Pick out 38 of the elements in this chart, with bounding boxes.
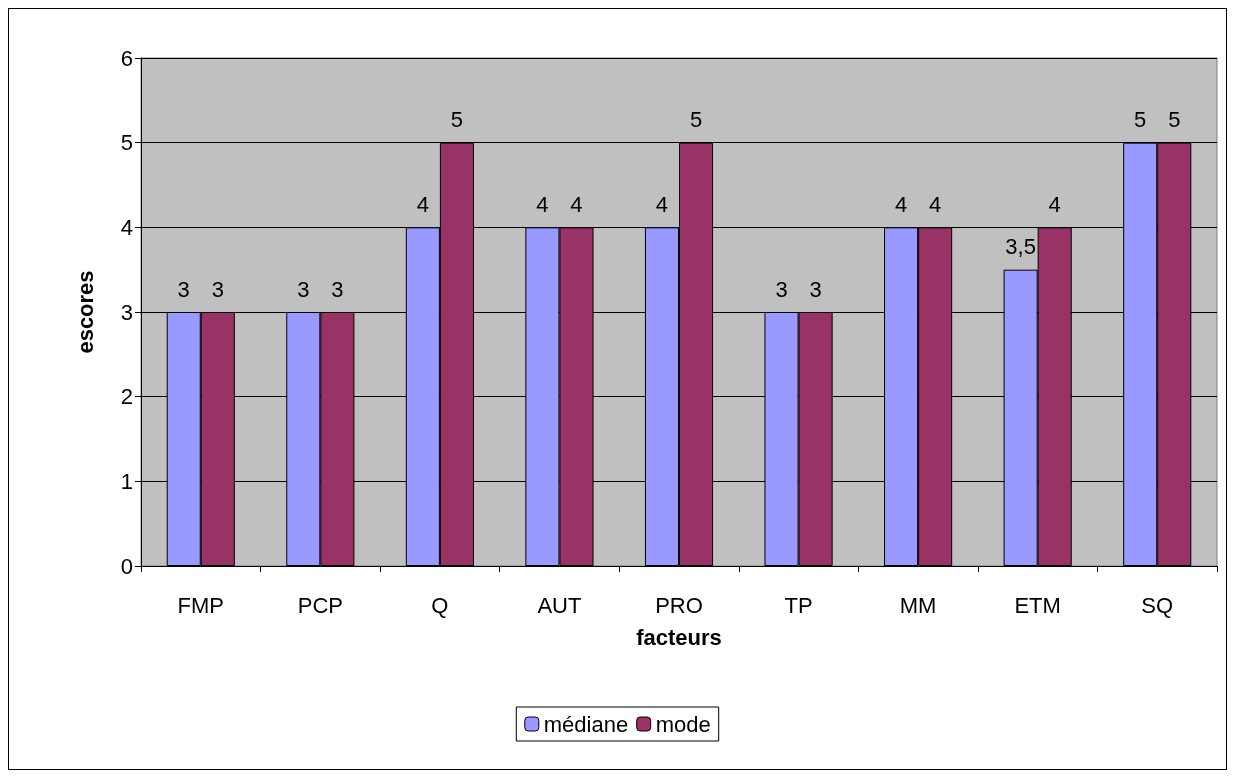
data-label: 3,5: [1005, 234, 1036, 260]
data-label: 4: [894, 191, 908, 217]
data-label: 3: [211, 276, 224, 302]
x-axis-title: facteurs: [636, 624, 722, 650]
y-tick-label: 2: [120, 384, 133, 410]
data-label: 4: [655, 191, 669, 217]
y-tick-label: 1: [120, 468, 133, 494]
legend-label: mode: [655, 711, 711, 737]
y-tick-label: 0: [120, 553, 133, 579]
x-tick-label: PRO: [655, 592, 703, 618]
y-tick-label: 5: [120, 130, 133, 156]
data-label: 3: [297, 276, 310, 302]
y-tick-label: 3: [120, 299, 133, 325]
data-label: 5: [450, 107, 464, 133]
data-label: 4: [1048, 191, 1061, 217]
data-label: 4: [570, 191, 583, 217]
y-tick-label: 4: [120, 214, 133, 240]
x-tick-label: ETM: [1014, 592, 1061, 618]
x-tick-label: SQ: [1141, 592, 1174, 618]
x-tick-label: MM: [899, 592, 937, 618]
data-label: 4: [929, 191, 942, 217]
y-axis-title: escores: [72, 270, 98, 354]
data-label: 3: [809, 276, 822, 302]
x-tick-label: AUT: [537, 592, 582, 618]
x-tick-label: PCP: [297, 592, 343, 618]
x-tick-label: Q: [431, 592, 449, 618]
y-tick-label: 6: [120, 45, 133, 71]
data-label: 5: [1134, 107, 1147, 133]
data-label: 3: [177, 276, 190, 302]
data-label: 4: [536, 191, 549, 217]
data-label: 3: [775, 276, 788, 302]
legend-label: médiane: [543, 711, 629, 737]
data-label: 5: [1168, 107, 1181, 133]
data-label: 5: [689, 107, 703, 133]
data-label: 3: [331, 276, 344, 302]
x-tick-label: FMP: [177, 592, 224, 618]
x-tick-label: TP: [784, 592, 813, 618]
data-label: 4: [416, 191, 429, 217]
